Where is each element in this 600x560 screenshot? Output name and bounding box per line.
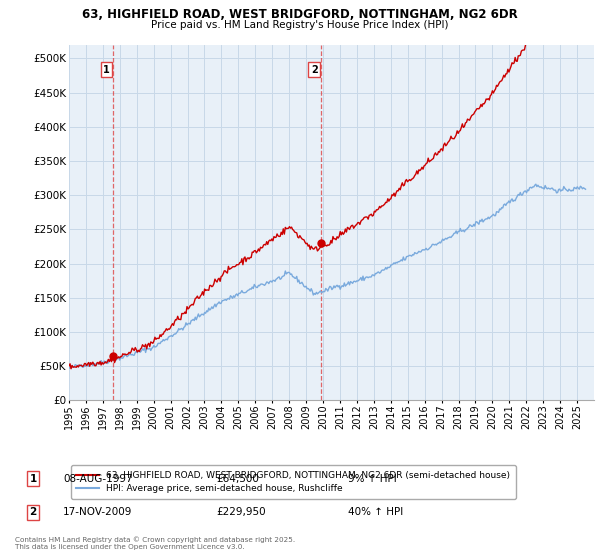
Text: 9% ↑ HPI: 9% ↑ HPI xyxy=(348,474,397,484)
Legend: 63, HIGHFIELD ROAD, WEST BRIDGFORD, NOTTINGHAM, NG2 6DR (semi-detached house), H: 63, HIGHFIELD ROAD, WEST BRIDGFORD, NOTT… xyxy=(71,465,515,499)
Text: 2: 2 xyxy=(311,65,317,74)
Text: 1: 1 xyxy=(29,474,37,484)
Text: 63, HIGHFIELD ROAD, WEST BRIDGFORD, NOTTINGHAM, NG2 6DR: 63, HIGHFIELD ROAD, WEST BRIDGFORD, NOTT… xyxy=(82,8,518,21)
Text: 2: 2 xyxy=(29,507,37,517)
Text: 08-AUG-1997: 08-AUG-1997 xyxy=(63,474,133,484)
Text: £64,500: £64,500 xyxy=(216,474,259,484)
Text: Price paid vs. HM Land Registry's House Price Index (HPI): Price paid vs. HM Land Registry's House … xyxy=(151,20,449,30)
Text: 17-NOV-2009: 17-NOV-2009 xyxy=(63,507,133,517)
Text: Contains HM Land Registry data © Crown copyright and database right 2025.
This d: Contains HM Land Registry data © Crown c… xyxy=(15,536,295,550)
Text: £229,950: £229,950 xyxy=(216,507,266,517)
Text: 40% ↑ HPI: 40% ↑ HPI xyxy=(348,507,403,517)
Text: 1: 1 xyxy=(103,65,110,74)
